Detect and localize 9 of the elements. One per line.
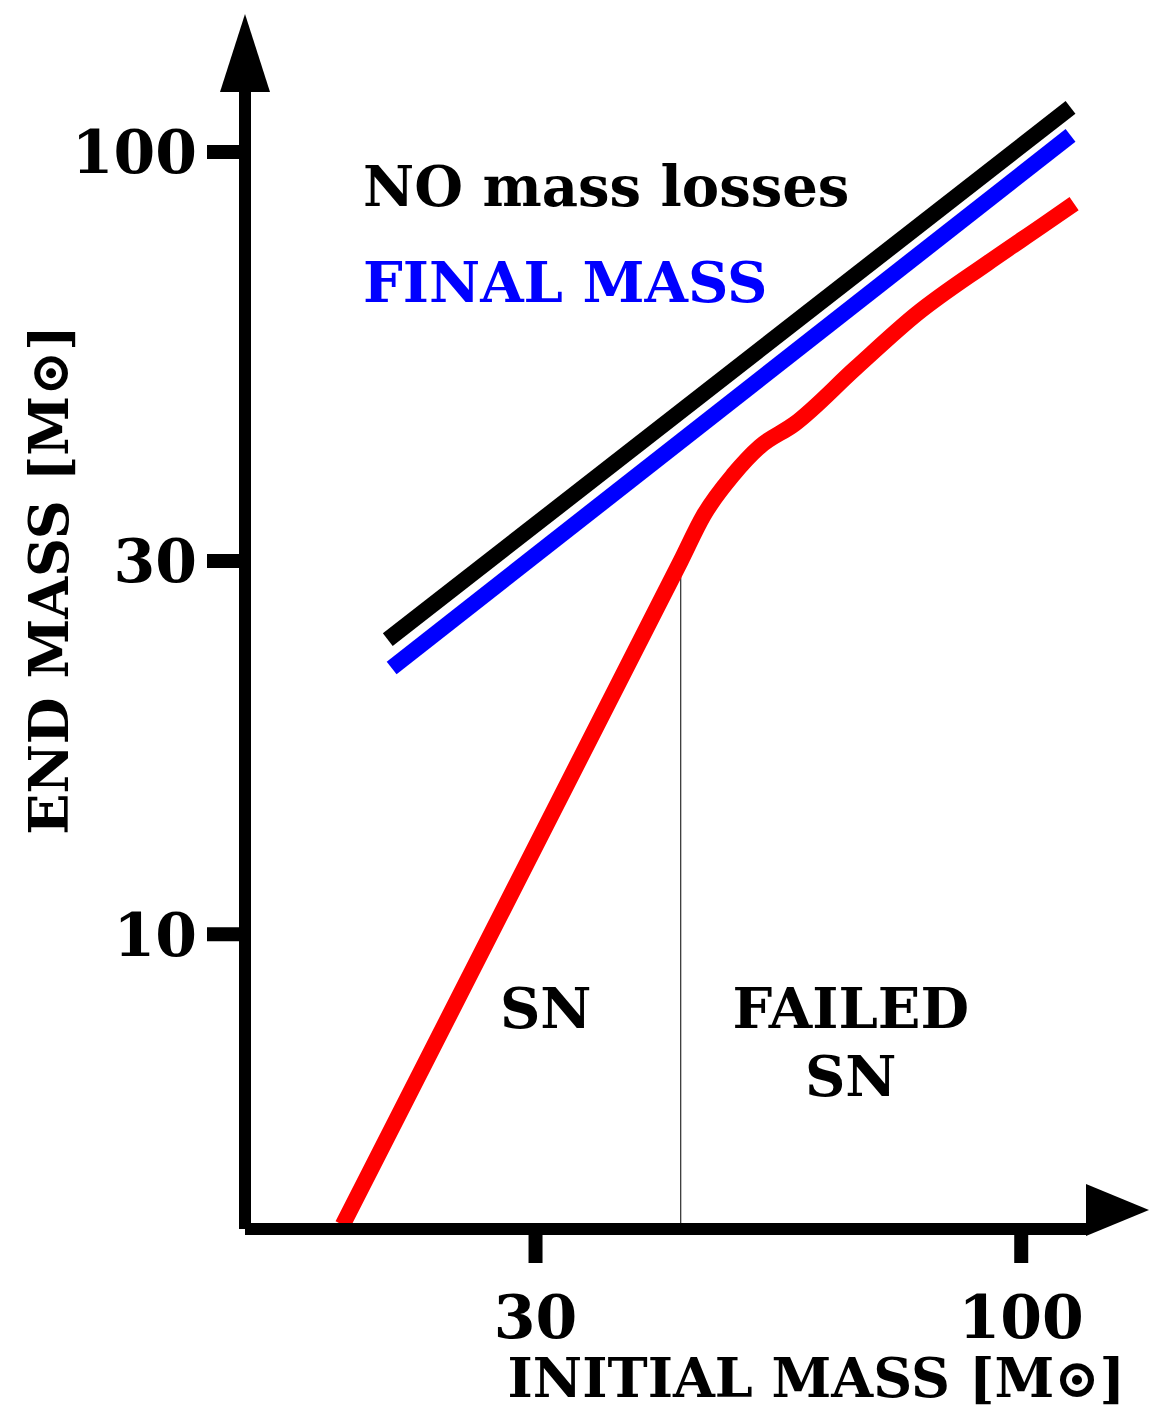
series-label: FINAL MASS [363,248,769,317]
annotation: SN [498,974,593,1042]
legend-label: NO mass losses [363,152,850,221]
y-tick-label: 30 [113,526,197,597]
y-axis-title: END MASS [M⊙] [17,325,81,835]
y-tick-label: 100 [71,117,197,188]
y-tick-label: 10 [113,899,197,970]
x-axis-title: INITIAL MASS [M⊙] [507,1346,1125,1410]
annotation: FAILED SN [731,974,971,1110]
